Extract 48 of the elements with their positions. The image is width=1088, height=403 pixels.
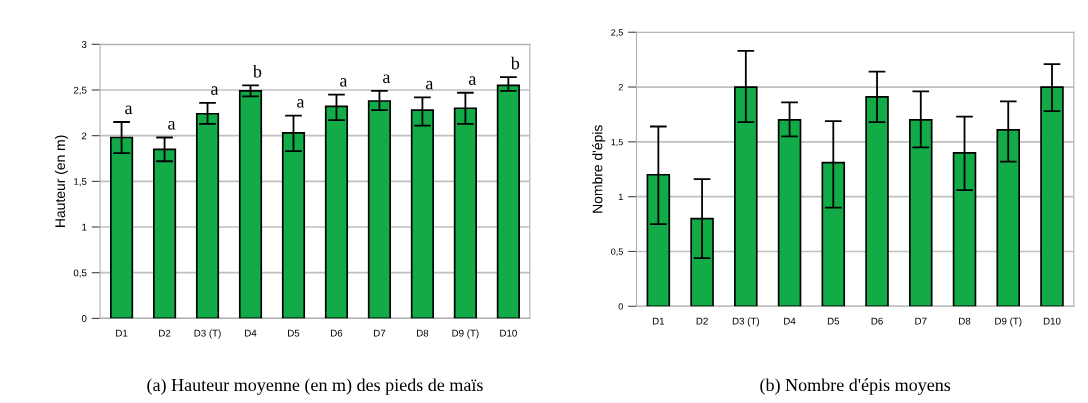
x-tick-label: D2 xyxy=(159,329,171,337)
y-tick-label: 0,5 xyxy=(73,269,87,278)
x-tick-label: D9 (T) xyxy=(452,329,479,339)
x-tick-label: D4 xyxy=(784,317,796,325)
y-tick-label: 1,5 xyxy=(611,138,623,147)
y-axis-title: Hauteur (en m) xyxy=(54,135,68,227)
x-tick-label: D5 xyxy=(827,317,840,325)
x-tick-label: D6 xyxy=(871,317,883,325)
y-tick-label: 1,5 xyxy=(74,178,87,187)
y-tick-label: 1 xyxy=(82,223,87,231)
text: (b) Nombre d'épis moyens xyxy=(760,378,951,395)
text: (a) Hauteur moyenne (en m) des pieds de maïs xyxy=(147,378,483,395)
annotation: a xyxy=(211,86,219,95)
x-tick-label: D7 xyxy=(374,329,386,337)
y-tick-label: 1 xyxy=(618,193,623,200)
x-tick-label: D1 xyxy=(652,317,665,325)
x-tick-label: D3 (T) xyxy=(732,317,759,327)
y-tick-label: 0 xyxy=(618,303,623,310)
x-tick-label: D6 xyxy=(331,329,343,337)
x-tick-label: D4 xyxy=(245,329,257,337)
x-tick-label: D8 xyxy=(959,317,971,325)
y-tick-label: 0 xyxy=(81,315,87,322)
y-tick-label: 2 xyxy=(81,132,87,140)
annotation: a xyxy=(125,105,133,115)
x-tick-label: D10 xyxy=(1043,317,1061,325)
x-tick-label: D2 xyxy=(696,317,708,325)
x-tick-label: D10 xyxy=(500,329,517,337)
annotation: b xyxy=(510,56,520,70)
y-tick-label: 2 xyxy=(618,84,623,91)
x-tick-label: D5 xyxy=(288,329,300,337)
y-tick-label: 2,5 xyxy=(73,86,87,95)
annotation: a xyxy=(383,74,391,84)
annotation: a xyxy=(297,99,305,108)
annotation: a xyxy=(468,76,477,85)
x-tick-label: D1 xyxy=(116,329,128,337)
x-tick-label: D9 (T) xyxy=(995,317,1022,327)
x-tick-label: D7 xyxy=(915,317,927,325)
y-tick-label: 2,5 xyxy=(611,29,623,37)
y-tick-label: 0,5 xyxy=(611,248,623,256)
bar xyxy=(238,90,263,319)
y-axis-title: Nombre d'épis xyxy=(592,125,606,213)
annotation: a xyxy=(340,78,348,87)
annotation: a xyxy=(425,80,434,90)
y-tick-label: 3 xyxy=(81,41,87,48)
x-tick-label: D8 xyxy=(417,329,429,337)
annotation: a xyxy=(168,121,176,130)
annotation: b xyxy=(252,64,262,78)
x-tick-label: D3 (T) xyxy=(194,329,221,339)
